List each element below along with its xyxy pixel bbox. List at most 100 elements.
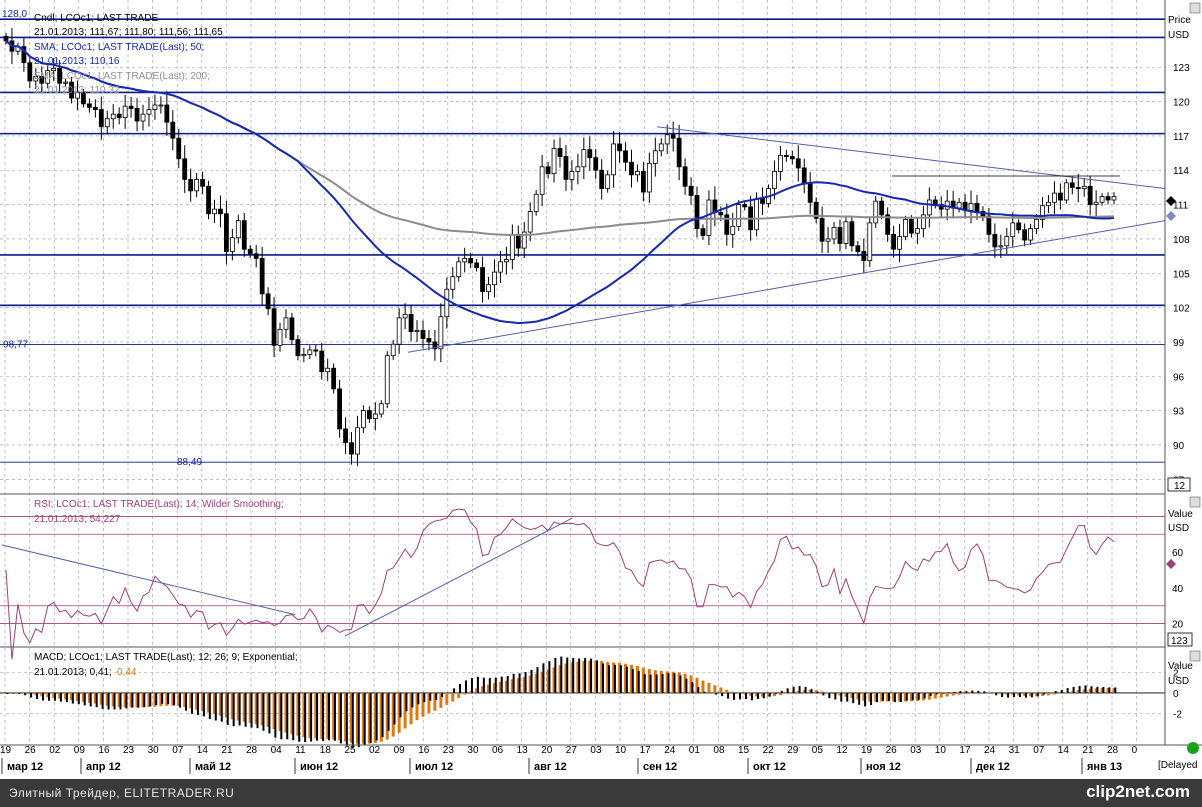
macd-signal-bar <box>93 692 97 704</box>
macd-bar <box>476 676 479 693</box>
macd-signal-bar <box>653 670 657 693</box>
candle-body <box>778 154 783 172</box>
candle-body <box>116 113 122 118</box>
month-label: дек 12 <box>976 761 1010 773</box>
macd-bar <box>65 692 68 703</box>
macd-bar <box>881 692 884 701</box>
macd-bar <box>59 692 62 702</box>
candle-body <box>98 109 104 128</box>
macd-signal-bar <box>904 692 908 702</box>
candle-body <box>1069 182 1075 188</box>
candle-body <box>509 233 515 260</box>
candle-body <box>1034 219 1039 230</box>
candle-body <box>331 367 337 390</box>
macd-bar <box>333 692 336 741</box>
macd-bar <box>971 690 974 693</box>
macd-bar <box>804 686 807 693</box>
macd-bar <box>1102 686 1105 693</box>
macd-bar <box>518 673 521 693</box>
macd-bar <box>1018 692 1021 697</box>
candle-body <box>283 317 289 330</box>
macd-bar <box>899 692 902 703</box>
candle-body <box>27 62 33 82</box>
macd-bar <box>643 673 646 693</box>
price-scale-box-label: 12 <box>1174 481 1186 492</box>
rsi-scale-box[interactable] <box>1167 632 1193 647</box>
candle-body <box>1105 196 1111 201</box>
sma-marker <box>1166 211 1176 221</box>
price-tick-label: 96 <box>1173 372 1185 383</box>
price-tick-label: 90 <box>1173 441 1185 452</box>
price-tick-label: 117 <box>1173 132 1189 143</box>
candle-body <box>664 134 670 145</box>
macd-signal-bar <box>844 692 848 697</box>
macd-bar <box>1084 685 1087 693</box>
x-tick-label: 28 <box>1107 745 1119 756</box>
macd-signal-bar <box>391 692 395 737</box>
candle-body <box>69 81 74 99</box>
macd-signal-bar <box>701 680 705 693</box>
candle-body <box>932 199 938 205</box>
macd-signal-bar <box>1029 692 1033 697</box>
clip2net-logo[interactable]: clip2net.com <box>1086 782 1190 801</box>
macd-signal-bar <box>385 692 389 740</box>
macd-signal-bar <box>326 692 330 740</box>
candle-body <box>432 341 438 350</box>
rsi-panel-scroll-button[interactable] <box>1189 496 1201 508</box>
macd-bar <box>53 692 56 701</box>
macd-signal-bar <box>963 692 967 694</box>
macd-bar <box>18 692 21 694</box>
price-tick-label: 93 <box>1173 407 1185 418</box>
macd-bar <box>995 692 998 696</box>
price-tick-label: 123 <box>1173 63 1190 74</box>
candle-body <box>623 150 628 163</box>
macd-signal-bar <box>927 692 931 700</box>
x-tick-label: 05 <box>812 745 824 756</box>
macd-signal-bar <box>582 660 586 693</box>
macd-bar <box>470 678 473 693</box>
macd-bar <box>322 692 325 741</box>
x-tick-label: 11 <box>295 745 306 756</box>
macd-bar <box>828 692 831 699</box>
price-tick-label: 99 <box>1173 338 1185 349</box>
macd-bar <box>238 692 241 726</box>
macd-bar <box>310 692 313 742</box>
macd-panel-scroll-button[interactable] <box>1189 650 1201 662</box>
month-label: ноя 12 <box>866 761 901 773</box>
candle-body <box>128 105 134 109</box>
macd-bar <box>774 692 777 694</box>
x-tick-label: 19 <box>0 745 12 756</box>
macd-signal-bar <box>618 663 622 693</box>
macd-signal-bar <box>945 692 949 697</box>
price-tick-label: 120 <box>1173 98 1190 109</box>
price-panel-scroll-button[interactable] <box>1189 2 1201 14</box>
candle-body <box>557 148 563 157</box>
macd-bar <box>464 680 467 693</box>
x-tick-label: 28 <box>246 745 258 756</box>
candle-body <box>581 149 587 168</box>
x-tick-label: 26 <box>25 745 37 756</box>
macd-signal-bar <box>141 692 145 708</box>
candle-body <box>3 35 9 42</box>
level-label: 88,49 <box>177 457 202 468</box>
macd-signal-bar <box>659 670 663 693</box>
candle-body <box>956 201 962 209</box>
macd-bar <box>697 687 700 693</box>
price-scale-box[interactable] <box>1167 477 1191 492</box>
candle-body <box>390 343 396 357</box>
x-tick-label: 30 <box>467 745 479 756</box>
macd-signal-bar <box>510 679 514 693</box>
candle-body <box>676 137 682 168</box>
candle-body <box>1052 192 1057 203</box>
candle-body <box>414 330 420 333</box>
candle-body <box>474 262 480 268</box>
macd-bar <box>917 692 920 700</box>
candle-body <box>640 170 646 193</box>
macd-bar <box>941 692 944 694</box>
macd-tick-label: 2 <box>1173 669 1179 680</box>
candle-body <box>122 105 128 118</box>
candle-body <box>104 118 110 128</box>
macd-signal-bar <box>552 667 556 693</box>
macd-bar <box>923 692 926 699</box>
x-tick-label: 10 <box>935 745 947 756</box>
